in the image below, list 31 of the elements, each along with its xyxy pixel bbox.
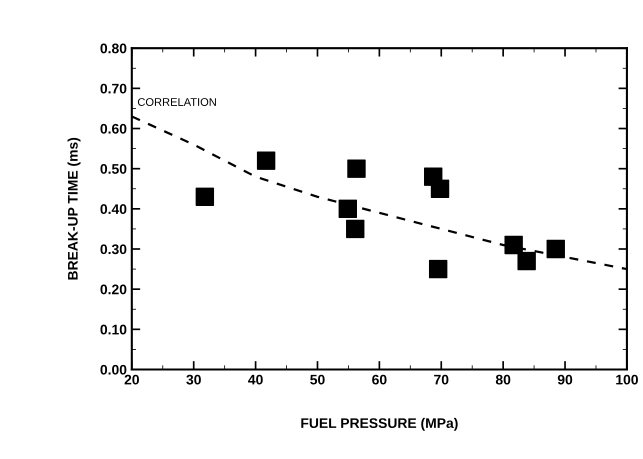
point bbox=[546, 240, 565, 258]
point bbox=[196, 188, 214, 206]
x-axis-title: FUEL PRESSURE (MPa) bbox=[301, 418, 458, 431]
y-tick-label: 0.10 bbox=[100, 324, 126, 334]
x-tick-label: 40 bbox=[248, 374, 263, 385]
point bbox=[517, 252, 536, 270]
x-tick-label: 80 bbox=[496, 374, 510, 385]
point bbox=[347, 159, 366, 178]
y-tick-label: 0.50 bbox=[100, 164, 126, 174]
y-axis-title: BREAK-UP TIME (ms) bbox=[68, 138, 80, 280]
point bbox=[256, 151, 276, 170]
x-tick-label: 100 bbox=[616, 374, 638, 385]
point bbox=[504, 236, 523, 254]
y-tick-label: 0.00 bbox=[100, 364, 126, 375]
point bbox=[338, 200, 358, 218]
x-tick-label: 50 bbox=[310, 374, 325, 385]
y-tick-label: 0.30 bbox=[100, 244, 126, 254]
y-tick-label: 0.60 bbox=[100, 124, 126, 134]
series-label: CORRELATION bbox=[138, 98, 216, 106]
y-tick-label: 0.80 bbox=[100, 44, 126, 54]
point bbox=[428, 260, 448, 278]
x-tick-label: 30 bbox=[186, 374, 201, 385]
y-tick-label: 0.20 bbox=[100, 284, 126, 294]
y-tick-label: 0.70 bbox=[100, 84, 126, 94]
point bbox=[430, 180, 450, 198]
x-tick-label: 20 bbox=[124, 374, 139, 385]
x-tick-label: 90 bbox=[558, 374, 572, 385]
point bbox=[346, 220, 364, 238]
x-tick-label: 70 bbox=[434, 374, 448, 385]
y-tick-label: 0.40 bbox=[100, 204, 126, 214]
x-tick-label: 60 bbox=[372, 374, 387, 385]
